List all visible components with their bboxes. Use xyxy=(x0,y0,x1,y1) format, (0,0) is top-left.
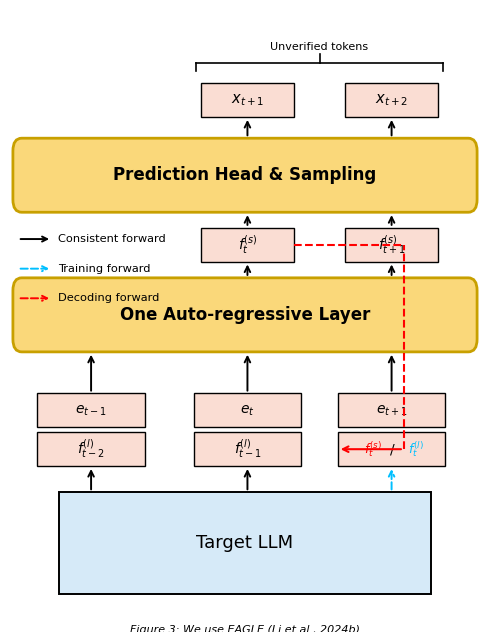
Text: $x_{t+2}$: $x_{t+2}$ xyxy=(375,92,408,108)
Bar xyxy=(201,228,294,262)
Bar xyxy=(194,394,301,427)
Bar xyxy=(59,492,431,595)
Text: $e_t$: $e_t$ xyxy=(240,403,255,418)
Text: One Auto-regressive Layer: One Auto-regressive Layer xyxy=(120,306,370,324)
Text: $f_t^{(s)}$: $f_t^{(s)}$ xyxy=(238,233,257,256)
Text: $e_{t-1}$: $e_{t-1}$ xyxy=(75,403,107,418)
Bar xyxy=(201,83,294,117)
Text: Target LLM: Target LLM xyxy=(196,534,294,552)
Bar xyxy=(338,432,445,466)
Text: $f_t^{(l)}$: $f_t^{(l)}$ xyxy=(408,439,424,459)
Text: Decoding forward: Decoding forward xyxy=(58,293,159,303)
Text: $f_{t-1}^{(l)}$: $f_{t-1}^{(l)}$ xyxy=(234,438,261,461)
Bar xyxy=(345,83,438,117)
Text: $f_{t+1}^{(s)}$: $f_{t+1}^{(s)}$ xyxy=(378,233,406,256)
Bar xyxy=(338,394,445,427)
Text: $f_t^{(s)}$: $f_t^{(s)}$ xyxy=(364,439,382,459)
Text: Figure 3: We use EAGLE (Li et al., 2024b): Figure 3: We use EAGLE (Li et al., 2024b… xyxy=(130,625,360,632)
FancyBboxPatch shape xyxy=(13,278,477,352)
Text: Consistent forward: Consistent forward xyxy=(58,234,166,244)
Text: $e_{t+1}$: $e_{t+1}$ xyxy=(376,403,407,418)
Text: Prediction Head & Sampling: Prediction Head & Sampling xyxy=(113,166,377,185)
Text: $f_{t-2}^{(l)}$: $f_{t-2}^{(l)}$ xyxy=(77,438,105,461)
Bar xyxy=(345,228,438,262)
FancyBboxPatch shape xyxy=(13,138,477,212)
Bar xyxy=(37,394,145,427)
Bar xyxy=(194,432,301,466)
Text: /: / xyxy=(390,442,395,456)
Text: $x_{t+1}$: $x_{t+1}$ xyxy=(231,92,264,108)
Text: Training forward: Training forward xyxy=(58,264,150,274)
Text: Unverified tokens: Unverified tokens xyxy=(270,42,368,52)
Bar xyxy=(37,432,145,466)
